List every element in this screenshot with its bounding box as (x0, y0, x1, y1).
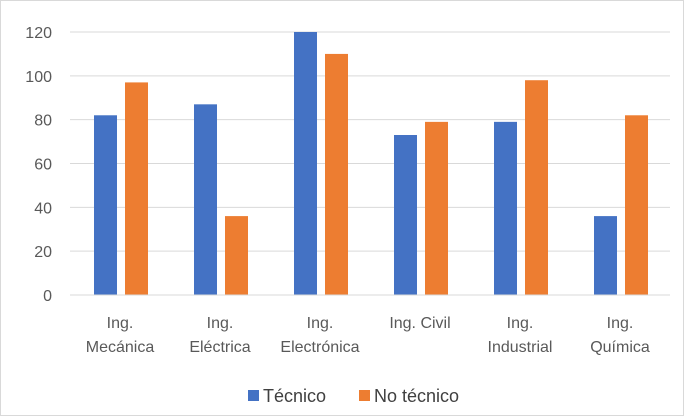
x-category-label: Electrónica (280, 339, 359, 356)
x-category-label: Ing. (507, 315, 534, 332)
x-category-label: Ing. (207, 315, 234, 332)
legend-label: No técnico (374, 386, 459, 406)
bar-no-tecnico-5 (625, 115, 648, 296)
x-category-label: Ing. Civil (389, 315, 450, 332)
y-tick-label: 120 (25, 25, 52, 42)
bar-no-tecnico-4 (525, 80, 548, 295)
x-axis-labels: Ing. Mecánica Ing. Eléctrica Ing. Electrónica… (86, 315, 650, 356)
y-tick-label: 100 (25, 69, 52, 86)
y-tick-label: 0 (43, 288, 52, 305)
bar-tecnico-0 (94, 115, 117, 296)
bar-tecnico-2 (294, 32, 317, 295)
x-category-label: Ing. (107, 315, 134, 332)
bar-tecnico-3 (394, 135, 417, 295)
bar-no-tecnico-2 (325, 53, 348, 295)
bar-tecnico-5 (594, 216, 617, 295)
bar-tecnico-4 (494, 121, 517, 295)
y-axis-ticks: 0 20 40 60 80 100 120 (25, 25, 52, 305)
x-category-label: Ing. (607, 315, 634, 332)
y-tick-label: 20 (34, 244, 52, 261)
x-category-label: Industrial (488, 339, 553, 356)
bars (94, 32, 648, 296)
legend-swatch (248, 390, 259, 401)
y-tick-label: 80 (34, 113, 52, 130)
x-category-label: Eléctrica (189, 339, 250, 356)
gridlines (70, 31, 670, 252)
bar-no-tecnico-0 (125, 82, 148, 296)
x-category-label: Ing. (307, 315, 334, 332)
y-tick-label: 60 (34, 157, 52, 174)
bar-no-tecnico-1 (225, 216, 248, 295)
x-category-label: Química (590, 339, 650, 356)
bar-tecnico-1 (194, 104, 217, 295)
x-category-label: Mecánica (86, 339, 155, 356)
legend-swatch (359, 390, 370, 401)
legend-label: Técnico (263, 386, 326, 406)
y-tick-label: 40 (34, 200, 52, 217)
bar-no-tecnico-3 (425, 121, 448, 295)
legend: Técnico No técnico (248, 386, 459, 406)
